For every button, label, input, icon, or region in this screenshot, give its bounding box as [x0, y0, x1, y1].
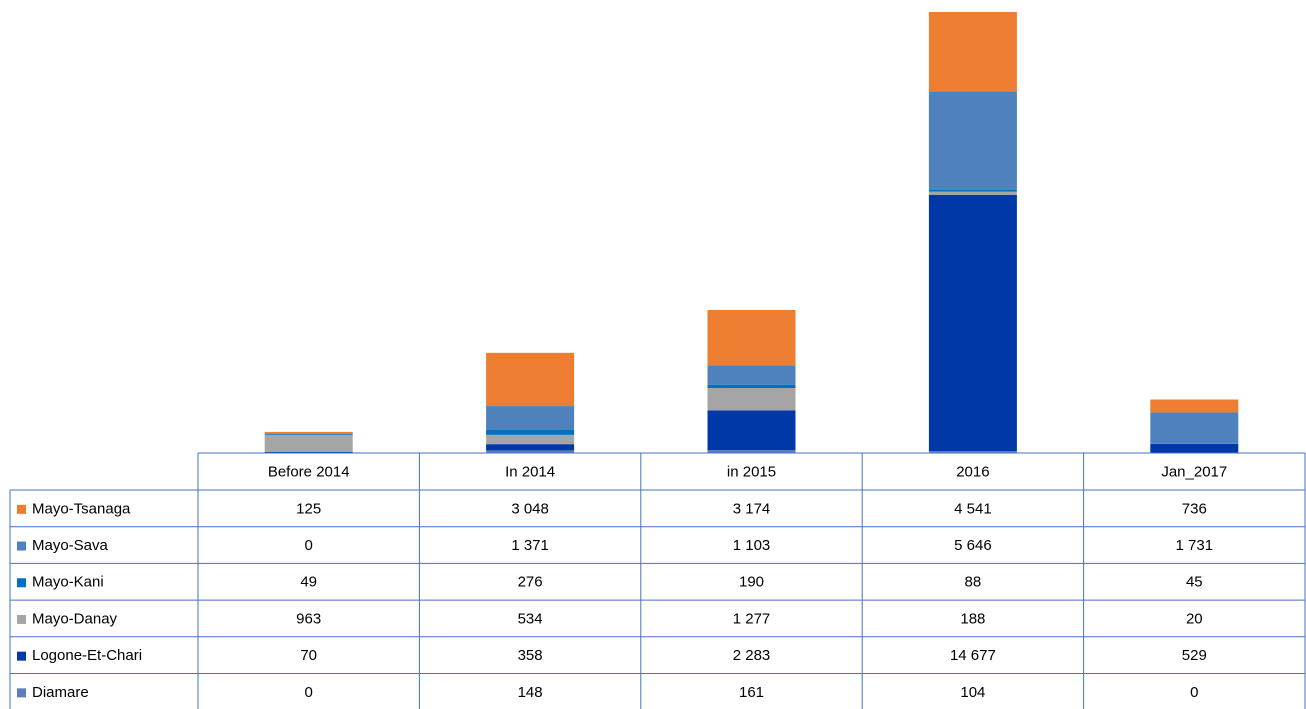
bar-segment — [486, 352, 575, 407]
table-cell: 963 — [296, 610, 321, 627]
bar-segment — [486, 430, 575, 435]
table-cell: 188 — [960, 610, 985, 627]
column-header: Jan_2017 — [1161, 463, 1227, 480]
table-cell: 3 048 — [511, 500, 549, 517]
legend-swatch — [17, 578, 26, 588]
column-header: in 2015 — [727, 463, 776, 480]
bar-segment — [707, 384, 796, 388]
bar-segment — [707, 365, 796, 385]
column-header: 2016 — [956, 463, 989, 480]
table-cell: 148 — [518, 684, 543, 701]
bar-segment — [928, 451, 1017, 453]
table-cell: 0 — [1190, 684, 1198, 701]
bar-segment — [928, 189, 1017, 192]
bar-segment — [928, 12, 1017, 92]
legend-label: Mayo-Danay — [32, 610, 118, 627]
bar-segment — [486, 406, 575, 431]
bar-segment — [928, 191, 1017, 195]
bar-segment — [264, 434, 353, 452]
table-cell: 529 — [1182, 647, 1207, 664]
table-cell: 161 — [739, 684, 764, 701]
legend-label: Mayo-Tsanaga — [32, 500, 131, 517]
legend-label: Diamare — [32, 684, 89, 701]
table-cell: 0 — [305, 684, 313, 701]
bar-segment — [707, 410, 796, 451]
bar-segment — [707, 387, 796, 411]
table-cell: 190 — [739, 574, 764, 591]
table-cell: 4 541 — [954, 500, 992, 517]
bar-segment — [264, 434, 353, 435]
bar-segment — [928, 91, 1017, 190]
bar-segment — [1150, 399, 1239, 413]
table-cell: 125 — [296, 500, 321, 517]
bar-segment — [486, 434, 575, 445]
table-cell: 2 283 — [733, 647, 771, 664]
table-cell: 70 — [300, 647, 317, 664]
bar-segment — [707, 309, 796, 366]
table-cell: 49 — [300, 574, 317, 591]
legend-label: Logone-Et-Chari — [32, 647, 142, 664]
table-cell: 736 — [1182, 500, 1207, 517]
table-cell: 3 174 — [733, 500, 771, 517]
table-cell: 1 103 — [733, 537, 771, 554]
bar-segment — [264, 451, 353, 453]
table-cell: 45 — [1186, 574, 1203, 591]
legend-swatch — [17, 504, 26, 514]
bar-segment — [264, 431, 353, 435]
legend-swatch — [17, 541, 26, 551]
table-cell: 358 — [518, 647, 543, 664]
legend-swatch — [17, 651, 26, 661]
legend-swatch — [17, 688, 26, 698]
table-cell: 14 677 — [950, 647, 996, 664]
table-cell: 276 — [518, 574, 543, 591]
bar-segment — [1150, 443, 1239, 453]
table-cell: 5 646 — [954, 537, 992, 554]
bar-segment — [1150, 412, 1239, 443]
table-cell: 1 731 — [1176, 537, 1214, 554]
table-cell: 0 — [305, 537, 313, 554]
table-cell: 1 277 — [733, 610, 771, 627]
bar-segment — [486, 450, 575, 453]
table-cell: 1 371 — [511, 537, 549, 554]
bar-segment — [928, 194, 1017, 452]
column-header: Before 2014 — [268, 463, 350, 480]
table-cell: 104 — [960, 684, 985, 701]
table-cell: 534 — [518, 610, 543, 627]
column-header: In 2014 — [505, 463, 555, 480]
bar-segment — [707, 450, 796, 453]
bar-segment — [1150, 442, 1239, 444]
legend-label: Mayo-Kani — [32, 574, 104, 591]
table-cell: 88 — [965, 574, 982, 591]
table-cell: 20 — [1186, 610, 1203, 627]
legend-swatch — [17, 614, 26, 624]
legend-label: Mayo-Sava — [32, 537, 109, 554]
bar-segment — [486, 444, 575, 451]
